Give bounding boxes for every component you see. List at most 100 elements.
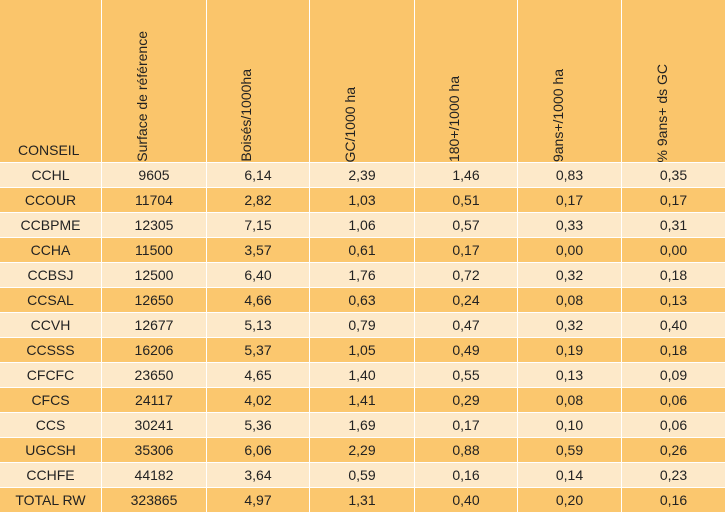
table-cell-text: CCBPME	[20, 217, 81, 233]
table-cell: CCOUR	[0, 188, 102, 213]
table-cell-text: 6,40	[244, 267, 272, 283]
table-cell: 0,51	[415, 188, 518, 213]
table-cell-text: 3,64	[244, 467, 272, 483]
table-cell-text: 0,59	[555, 442, 584, 458]
table-cell-text: 1,06	[348, 217, 376, 233]
table-cell-text: CCBSJ	[27, 267, 74, 283]
table-cell: CFCFC	[0, 363, 102, 388]
table-cell-text: 0,29	[452, 392, 480, 408]
table-cell-text: 11500	[135, 242, 173, 258]
table-cell: 0,19	[518, 338, 622, 363]
table-cell-text: CCHFE	[26, 467, 75, 483]
table-cell: 0,26	[622, 438, 726, 463]
table-cell-text: 0,18	[659, 342, 688, 358]
table-cell-text: 0,18	[659, 267, 688, 283]
table-cell: 1,46	[415, 163, 518, 188]
table-cell: CCSSS	[0, 338, 102, 363]
table-cell-text: 1,41	[348, 392, 376, 408]
table-cell-text: 0,08	[555, 392, 584, 408]
header-cell-text: % 9ans+ ds GC	[653, 63, 670, 162]
table-cell: 0,18	[622, 263, 726, 288]
table-cell-text: 0,16	[659, 492, 688, 508]
header-cell-text: Boisés/1000ha	[238, 69, 254, 162]
table-cell: 0,06	[622, 413, 726, 438]
table-cell: 0,24	[415, 288, 518, 313]
table-cell-text: 9605	[138, 167, 170, 183]
table-cell-text: 1,46	[452, 167, 480, 183]
table-cell-text: 1,31	[348, 492, 376, 508]
table-cell: 1,06	[310, 213, 415, 238]
table-cell-text: 0,83	[555, 167, 584, 183]
table-cell: CCS	[0, 413, 102, 438]
table-cell: 1,40	[310, 363, 415, 388]
table-cell: 0,00	[622, 238, 726, 263]
table-cell: 4,97	[207, 488, 310, 513]
table-cell: 3,57	[207, 238, 310, 263]
table-cell-text: 0,49	[452, 342, 480, 358]
table-cell-text: 0,17	[555, 192, 584, 208]
table-cell-text: 2,39	[348, 167, 376, 183]
table-cell: 5,13	[207, 313, 310, 338]
table-cell: 12650	[102, 288, 207, 313]
table-cell: 0,16	[415, 463, 518, 488]
table-cell: 5,37	[207, 338, 310, 363]
table-cell: 2,82	[207, 188, 310, 213]
table-cell: 0,16	[622, 488, 726, 513]
table-cell-text: 0,09	[659, 367, 688, 383]
table-cell-text: 0,14	[555, 467, 584, 483]
table-cell: 1,03	[310, 188, 415, 213]
header-cell: 180+/1000 ha	[415, 0, 518, 163]
table-cell: CCSAL	[0, 288, 102, 313]
table-cell: 0,33	[518, 213, 622, 238]
header-cell: CONSEIL	[0, 0, 102, 163]
table-cell: 0,57	[415, 213, 518, 238]
table-cell-text: 0,24	[452, 292, 480, 308]
table-cell-text: 1,05	[348, 342, 376, 358]
table-cell: 12677	[102, 313, 207, 338]
header-cell-text: CONSEIL	[18, 142, 80, 158]
table-cell-text: 0,23	[659, 467, 688, 483]
table-cell: 11500	[102, 238, 207, 263]
table-cell: 0,35	[622, 163, 726, 188]
table-cell: 9605	[102, 163, 207, 188]
table-cell-text: 5,36	[244, 417, 272, 433]
table-cell-text: 5,37	[244, 342, 272, 358]
table-cell: 2,29	[310, 438, 415, 463]
table-cell-text: 1,03	[348, 192, 376, 208]
header-cell-text: GC/1000 ha	[342, 86, 358, 163]
table-cell-text: 1,40	[348, 367, 376, 383]
table-cell: 0,59	[310, 463, 415, 488]
table-cell: 0,14	[518, 463, 622, 488]
table-cell: CCBSJ	[0, 263, 102, 288]
table-cell: 0,17	[622, 188, 726, 213]
table-cell: 6,14	[207, 163, 310, 188]
table-cell: CCHFE	[0, 463, 102, 488]
table-cell: 0,72	[415, 263, 518, 288]
table-cell: 0,40	[415, 488, 518, 513]
table-cell: 5,36	[207, 413, 310, 438]
table-cell-text: 24117	[135, 392, 173, 408]
table-cell: 2,39	[310, 163, 415, 188]
table-cell-text: CCOUR	[24, 192, 77, 208]
table-cell: 6,40	[207, 263, 310, 288]
table-cell: 12500	[102, 263, 207, 288]
table-cell: 0,20	[518, 488, 622, 513]
table-cell: 44182	[102, 463, 207, 488]
table-cell: 0,17	[415, 413, 518, 438]
table-cell: 0,31	[622, 213, 726, 238]
table-cell-text: 0,72	[452, 267, 480, 283]
table-cell: 0,32	[518, 313, 622, 338]
header-cell: Boisés/1000ha	[207, 0, 310, 163]
table-cell: 0,88	[415, 438, 518, 463]
table-cell-text: 0,16	[452, 467, 480, 483]
table-cell-text: 16206	[134, 342, 174, 358]
table-cell: 0,40	[622, 313, 726, 338]
table-cell: 3,64	[207, 463, 310, 488]
table-cell-text: CCVH	[30, 317, 71, 333]
table-cell: 0,17	[518, 188, 622, 213]
table-cell: CFCS	[0, 388, 102, 413]
table-cell-text: 0,06	[659, 392, 688, 408]
table-cell-text: 0,40	[659, 317, 688, 333]
table-cell-text: 0,79	[348, 317, 376, 333]
